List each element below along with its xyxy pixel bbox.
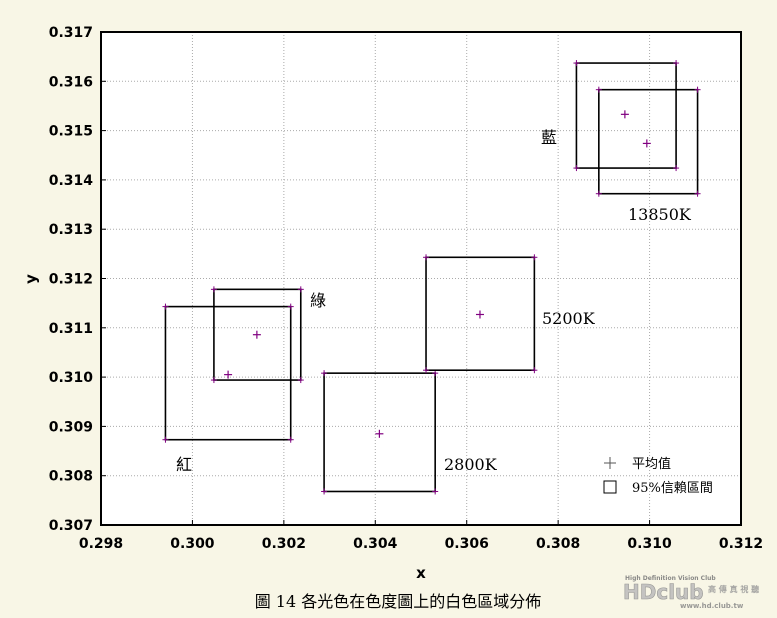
plot-area [101,32,741,525]
y-tick-label: 0.315 [49,124,93,140]
ci-box-0 [164,305,292,441]
x-tick-labels: 0.298 0.300 0.302 0.304 0.306 0.308 0.310 0.312 [79,536,763,552]
mean-markers [224,110,651,438]
y-tick-label: 0.317 [49,25,93,41]
x-tick-label: 0.302 [262,536,306,552]
legend-ci-label: 95%信賴區間 [632,481,713,496]
y-tick-label: 0.310 [49,370,94,386]
ci-box-5 [598,88,699,195]
x-tick-label: 0.306 [445,536,489,552]
watermark-logo-text: HDclub [623,580,704,604]
legend: 平均值 95%信賴區間 [603,456,713,496]
x-axis-title: x [416,564,426,582]
x-tick-label: 0.304 [353,536,398,552]
ci-box-2 [323,372,436,493]
watermark-cn-text: 高 傳 真 視 聽 [708,584,759,594]
legend-mean-label: 平均值 [632,456,671,472]
x-tick-label: 0.300 [170,536,215,552]
x-tick-label: 0.312 [719,536,763,552]
ci-box-4 [575,62,677,169]
ci-box-1 [213,288,302,381]
y-tick-label: 0.311 [49,321,93,337]
watermark-url-text: www.hd.club.tw [680,602,744,610]
annotation-blue: 藍 [541,128,557,147]
x-tick-label: 0.308 [536,536,580,552]
annotation-2800k: 2800K [444,455,498,474]
y-tick-label: 0.307 [49,518,93,534]
mean-point-1 [252,330,261,339]
watermark-top-text: High Definition Vision Club [625,575,716,582]
watermark-logo: High Definition Vision Club HDclub 高 傳 真… [623,575,759,610]
x-tick-label: 0.310 [627,536,672,552]
y-tick-label: 0.312 [49,272,93,288]
mean-point-4 [620,110,629,119]
annotation-5200k: 5200K [542,309,596,328]
y-tick-label: 0.308 [49,469,93,485]
legend-ci-box-icon [603,480,617,494]
legend-mean-marker-icon [604,457,616,469]
mean-point-5 [642,139,651,148]
mean-point-2 [375,429,384,438]
annotation-13850k: 13850K [628,205,692,224]
x-tick-label: 0.298 [79,536,123,552]
y-tick-label: 0.309 [49,419,93,435]
y-tick-label: 0.314 [49,173,94,189]
y-tick-label: 0.313 [49,222,93,238]
annotation-red: 紅 [176,455,192,474]
ci-box-3 [425,256,536,371]
mean-point-3 [475,310,484,319]
plot-frame [100,31,742,526]
mean-point-0 [224,370,233,379]
figure-caption: 圖 14 各光色在色度圖上的白色區域分佈 [255,592,542,611]
y-tick-label: 0.316 [49,74,93,90]
y-tick-labels: 0.307 0.308 0.309 0.310 0.311 0.312 0.313 0.314… [49,25,94,534]
y-axis-title: y [22,274,40,284]
annotation-green: 綠 [310,291,326,310]
confidence-boxes [162,60,701,495]
